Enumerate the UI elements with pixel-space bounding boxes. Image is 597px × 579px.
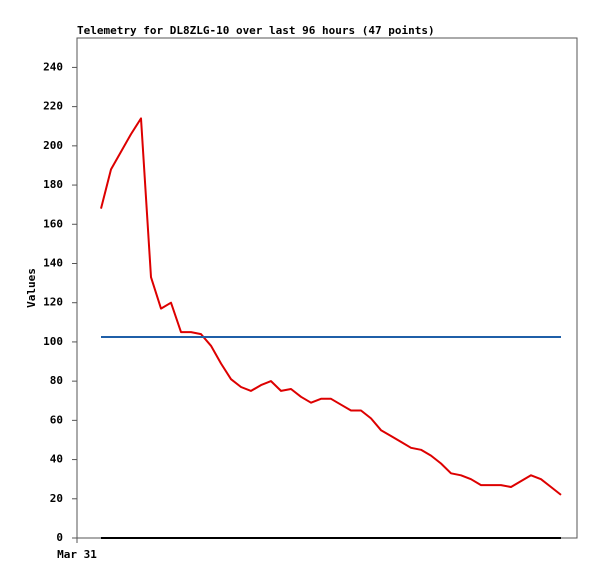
y-tick-label: 100 — [43, 335, 63, 348]
y-tick-label: 160 — [43, 217, 63, 230]
y-tick-label: 140 — [43, 256, 63, 269]
y-tick-label: 0 — [56, 531, 63, 544]
y-tick-label: 80 — [50, 374, 63, 387]
y-tick-label: 120 — [43, 296, 63, 309]
x-tick-label: Mar 31 — [57, 548, 97, 561]
series-line — [100, 117, 562, 496]
y-tick-label: 40 — [50, 453, 63, 466]
y-tick-label: 200 — [43, 139, 63, 152]
plot-frame — [76, 37, 578, 539]
y-axis-label: Values — [25, 268, 38, 308]
y-tick-label: 60 — [50, 413, 63, 426]
y-tick-label: 20 — [50, 492, 63, 505]
y-tick-label: 220 — [43, 100, 63, 113]
chart-title: Telemetry for DL8ZLG-10 over last 96 hou… — [77, 24, 435, 37]
y-tick-label: 180 — [43, 178, 63, 191]
y-tick-label: 240 — [43, 60, 63, 73]
